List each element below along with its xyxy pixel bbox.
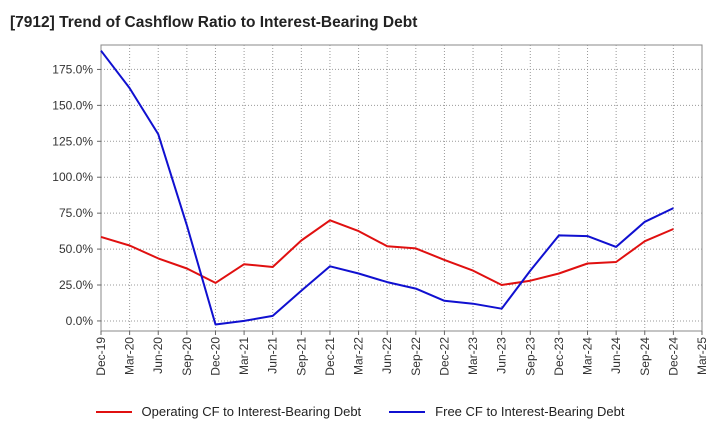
x-tick-label: Dec-24	[666, 337, 680, 376]
x-tick-label: Mar-24	[581, 337, 595, 375]
y-tick-label: 150.0%	[52, 98, 93, 112]
legend-label-free-cf: Free CF to Interest-Bearing Debt	[435, 404, 625, 419]
y-tick-label: 50.0%	[59, 242, 93, 256]
x-tick-label: Sep-21	[294, 337, 308, 376]
x-tick-label: Mar-22	[352, 337, 366, 375]
x-tick-label: Mar-21	[237, 337, 251, 375]
y-tick-label: 75.0%	[59, 206, 93, 220]
x-tick-label: Jun-23	[495, 337, 509, 374]
legend-swatch-free-cf	[389, 410, 426, 413]
series-lines	[100, 50, 674, 326]
x-tick-label: Sep-22	[409, 337, 423, 376]
x-tick-label: Dec-20	[208, 337, 222, 376]
plot-area	[100, 44, 703, 332]
x-axis: Dec-19 Mar-20 Jun-20 Sep-20 Dec-20 Mar-21 Jun-…	[94, 331, 709, 376]
legend-label-operating-cf: Operating CF to Interest-Bearing Debt	[141, 404, 362, 419]
y-tick-label: 0.0%	[66, 314, 94, 328]
x-tick-label: Dec-22	[437, 337, 451, 376]
y-tick-label: 25.0%	[59, 278, 93, 292]
legend: Operating CF to Interest-Bearing Debt Fr…	[0, 404, 720, 419]
y-axis: 0.0% 25.0% 50.0% 75.0% 100.0% 125.0% 150.0% 175…	[52, 62, 101, 328]
y-tick-label: 175.0%	[52, 62, 93, 76]
x-tick-label: Dec-19	[94, 337, 108, 376]
x-tick-label: Sep-24	[638, 337, 652, 376]
x-tick-label: Mar-20	[123, 337, 137, 375]
x-tick-label: Mar-23	[466, 337, 480, 375]
x-tick-label: Jun-24	[609, 337, 623, 374]
series-line-free-cf	[100, 50, 674, 326]
x-tick-label: Sep-20	[180, 337, 194, 376]
x-tick-label: Jun-22	[380, 337, 394, 374]
legend-swatch-operating-cf	[95, 410, 132, 413]
x-tick-label: Jun-21	[266, 337, 280, 374]
y-tick-label: 100.0%	[52, 170, 93, 184]
x-tick-label: Mar-25	[695, 337, 709, 375]
x-tick-label: Sep-23	[523, 337, 537, 376]
chart-title: [7912] Trend of Cashflow Ratio to Intere…	[10, 14, 418, 31]
legend-item-free-cf: Free CF to Interest-Bearing Debt	[389, 404, 624, 419]
x-tick-label: Dec-23	[552, 337, 566, 376]
x-tick-label: Dec-21	[323, 337, 337, 376]
x-tick-label: Jun-20	[151, 337, 165, 374]
series-line-operating-cf	[100, 219, 674, 286]
legend-item-operating-cf: Operating CF to Interest-Bearing Debt	[95, 404, 362, 419]
y-tick-label: 125.0%	[52, 134, 93, 148]
